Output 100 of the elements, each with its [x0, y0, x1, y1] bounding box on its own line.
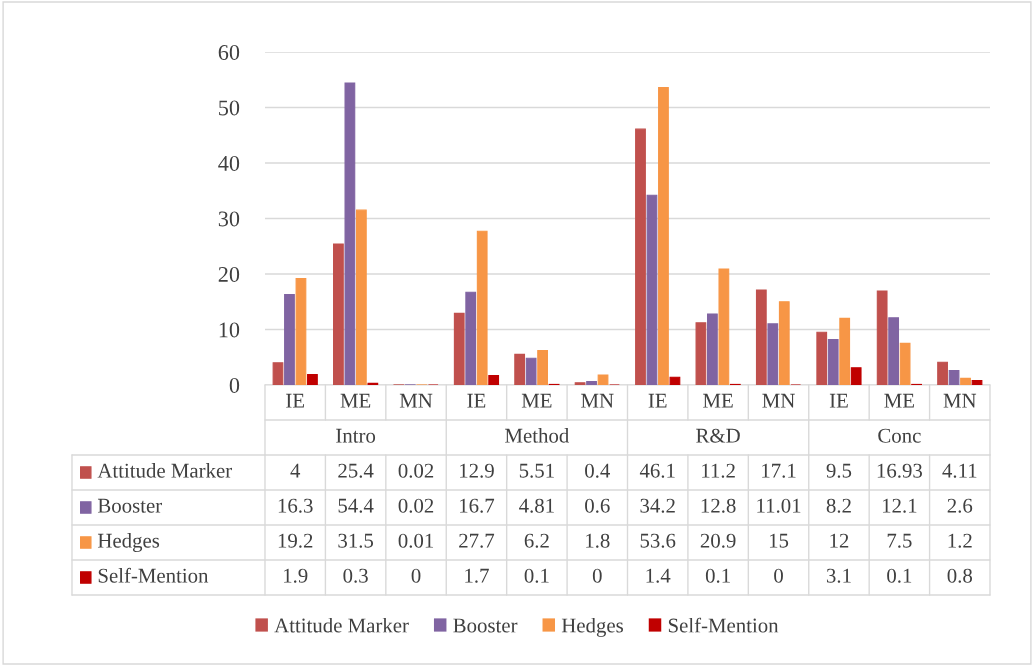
data-label: 20.9: [700, 533, 736, 548]
bar: [333, 243, 344, 385]
data-label: 0.1: [887, 568, 912, 583]
bar: [514, 353, 526, 385]
data-label: 16.93: [877, 463, 922, 478]
text: Method: [505, 428, 570, 443]
bar: [586, 381, 597, 385]
bar: [850, 367, 862, 385]
data-label: 27.7: [459, 533, 495, 548]
bar: [827, 338, 839, 385]
bar: [574, 382, 586, 385]
bar: [307, 373, 318, 385]
bar: [344, 82, 356, 385]
bar: [876, 290, 888, 385]
data-label: 2.6: [947, 498, 973, 513]
bar: [525, 357, 537, 385]
data-label: 19.2: [278, 533, 313, 548]
data-label: 11.2: [702, 463, 735, 478]
data-label: 12: [830, 533, 849, 548]
x-tick-label: MN: [399, 393, 433, 408]
data-label: 0.4: [585, 463, 610, 478]
bar: [669, 376, 681, 385]
data-label: 0.01: [398, 533, 434, 548]
legend-label: Booster: [97, 498, 162, 513]
x-tick-label: IE: [648, 393, 667, 408]
bar: [755, 289, 767, 385]
data-label: 53.6: [640, 533, 676, 548]
data-label: 16.7: [460, 498, 495, 513]
data-label: 1.4: [646, 568, 671, 583]
data-label: 1.7: [465, 568, 489, 583]
x-tick-label: IE: [467, 393, 486, 408]
x-tick-label: ME: [884, 393, 914, 408]
data-label: 11.01: [757, 498, 801, 513]
x-tick-label: MN: [581, 393, 614, 408]
bar: [888, 317, 900, 385]
bar: [937, 361, 948, 385]
data-label: 0.02: [398, 498, 434, 513]
data-label: 4.81: [519, 498, 554, 513]
text: R&D: [696, 428, 740, 443]
x-tick-label: ME: [521, 393, 552, 408]
text: Conc: [878, 428, 921, 443]
bar: [971, 380, 983, 385]
data-label: 9.5: [826, 463, 852, 478]
data-label: 54.4: [338, 498, 374, 513]
y-tick-label: 50: [219, 100, 240, 116]
bar: [476, 230, 488, 385]
bar: [355, 209, 367, 385]
bar: [816, 331, 828, 385]
bar: [597, 374, 609, 385]
bar: [767, 323, 779, 385]
bar: [718, 268, 730, 385]
text: Booster: [453, 618, 518, 633]
data-label: 17.1: [762, 463, 796, 478]
y-tick-label: 10: [219, 322, 240, 338]
x-tick-label: MN: [943, 393, 977, 408]
text: Self-Mention: [668, 617, 779, 633]
text: Attitude Marker: [274, 617, 409, 633]
data-label: 46.1: [639, 463, 675, 478]
bar: [537, 350, 549, 385]
bar: [658, 86, 669, 385]
data-label: 12.9: [460, 463, 494, 478]
data-label: 0: [411, 568, 421, 583]
bar: [646, 194, 658, 385]
legend-label: Attitude Marker: [97, 463, 232, 478]
data-label: 1.8: [586, 533, 610, 548]
bar: [960, 377, 971, 385]
x-tick-label: MN: [762, 393, 795, 408]
y-tick-label: 0: [229, 377, 240, 393]
data-label: 3.1: [826, 568, 851, 583]
y-tick-label: 30: [218, 211, 240, 227]
data-label: 15: [769, 533, 789, 548]
x-tick-label: ME: [703, 393, 733, 408]
y-tick-label: 60: [218, 44, 240, 60]
data-label: 12.8: [701, 498, 736, 513]
data-label: 0: [592, 568, 602, 583]
bar: [488, 375, 500, 385]
bar: [899, 342, 911, 385]
data-label: 0: [774, 568, 783, 583]
bar: [948, 370, 960, 385]
data-label: 25.4: [338, 463, 374, 478]
data-label: 31.5: [338, 533, 374, 548]
data-label: 0.1: [705, 568, 730, 583]
data-label: 16.3: [278, 498, 313, 513]
data-label: 0.1: [524, 568, 549, 583]
bar: [706, 313, 718, 385]
text: Intro: [336, 428, 376, 443]
bar: [695, 322, 707, 385]
data-label: 4.11: [942, 463, 977, 478]
bar: [453, 312, 465, 385]
data-label: 5.51: [519, 463, 554, 478]
data-label: 0.02: [398, 463, 434, 478]
data-label: 6.2: [524, 533, 549, 548]
x-tick-label: IE: [286, 393, 304, 408]
text: Hedges: [561, 617, 623, 637]
data-label: 0.3: [343, 568, 368, 583]
bar: [635, 128, 646, 385]
y-tick-label: 40: [218, 155, 240, 171]
data-label: 0.8: [947, 568, 973, 583]
y-tick-label: 20: [218, 266, 240, 282]
data-label: 12.1: [882, 498, 917, 513]
